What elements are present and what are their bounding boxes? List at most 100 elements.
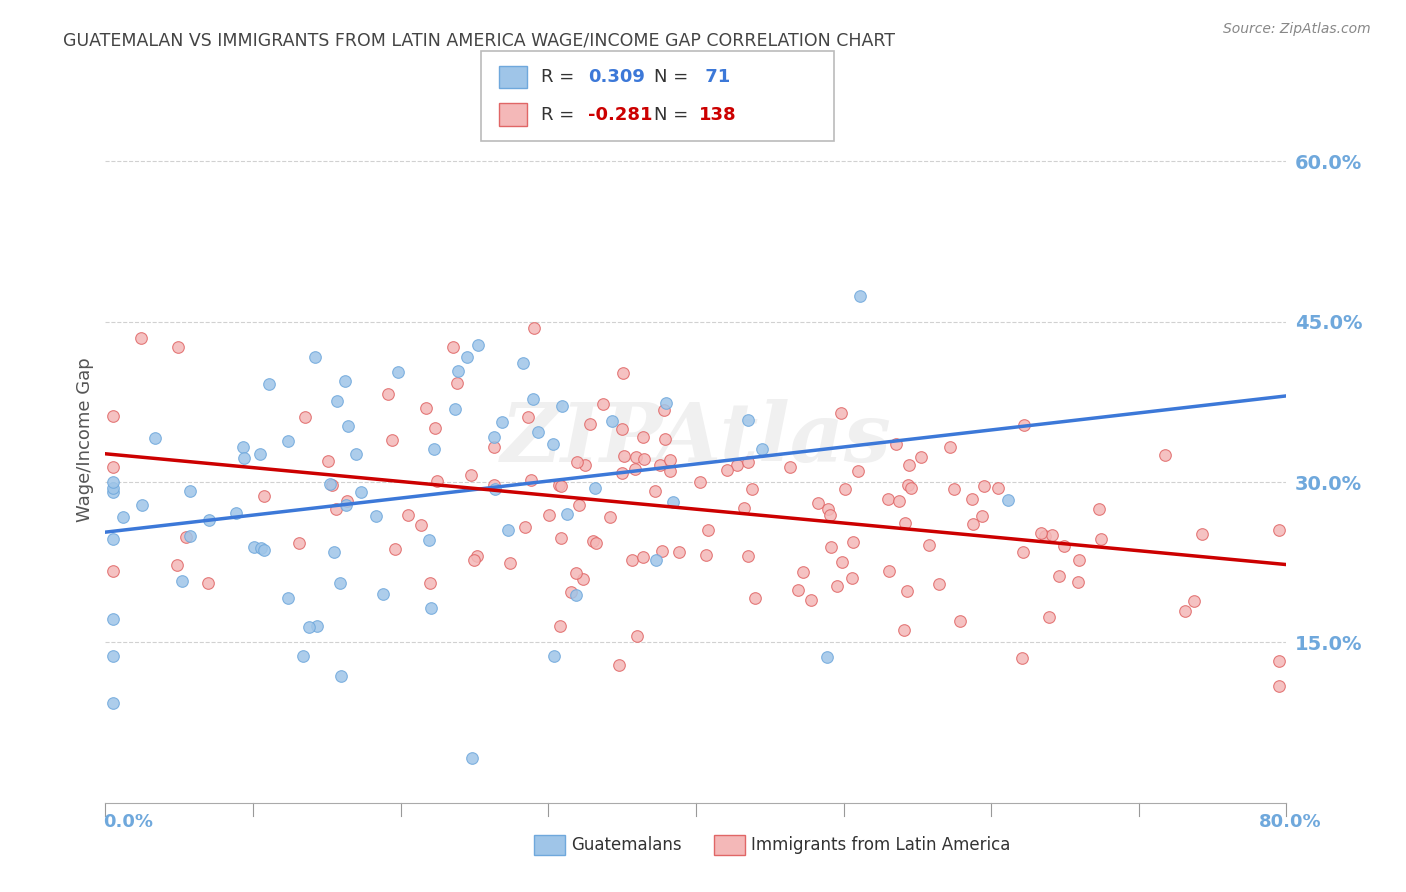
Point	[626, 629, 648, 643]
Point	[555, 507, 578, 521]
Point	[307, 619, 329, 633]
Point	[631, 549, 654, 564]
Point	[662, 494, 685, 508]
Point	[1038, 609, 1060, 624]
Point	[800, 593, 823, 607]
Point	[1011, 544, 1033, 558]
Point	[318, 454, 340, 468]
Point	[166, 558, 188, 573]
Point	[644, 484, 666, 499]
Point	[900, 482, 922, 496]
Point	[465, 549, 488, 563]
Point	[298, 619, 321, 633]
Point	[321, 478, 343, 492]
Point	[111, 510, 134, 524]
Point	[550, 531, 572, 545]
Point	[567, 455, 589, 469]
Point	[329, 575, 352, 590]
Point	[330, 669, 353, 683]
Point	[233, 451, 256, 466]
Point	[253, 543, 276, 558]
Point	[548, 619, 571, 633]
Point	[997, 493, 1019, 508]
Text: N =: N =	[654, 105, 693, 123]
Point	[884, 436, 907, 450]
Point	[418, 533, 440, 547]
Point	[1053, 540, 1076, 554]
Y-axis label: Wage/Income Gap: Wage/Income Gap	[76, 357, 94, 522]
Point	[842, 534, 865, 549]
Point	[741, 482, 763, 496]
Point	[613, 449, 636, 463]
Point	[143, 431, 166, 445]
Point	[426, 475, 449, 489]
Point	[893, 624, 915, 638]
Point	[792, 566, 814, 580]
Point	[131, 498, 153, 512]
Text: GUATEMALAN VS IMMIGRANTS FROM LATIN AMERICA WAGE/INCOME GAP CORRELATION CHART: GUATEMALAN VS IMMIGRANTS FROM LATIN AMER…	[63, 31, 896, 49]
Point	[1154, 448, 1177, 462]
Point	[250, 541, 273, 555]
Point	[444, 402, 467, 417]
Point	[441, 340, 464, 354]
Point	[101, 484, 124, 499]
Point	[689, 475, 711, 489]
Point	[600, 414, 623, 428]
Point	[658, 452, 681, 467]
Point	[415, 401, 437, 416]
Point	[277, 591, 299, 606]
Point	[626, 450, 648, 464]
Point	[987, 482, 1010, 496]
Point	[820, 540, 842, 554]
Point	[725, 458, 748, 473]
Point	[565, 589, 588, 603]
Point	[943, 483, 966, 497]
Point	[583, 481, 606, 495]
Point	[101, 532, 124, 546]
Point	[621, 552, 644, 566]
Point	[499, 556, 522, 570]
Point	[786, 583, 808, 598]
Point	[232, 440, 254, 454]
Point	[1191, 527, 1213, 541]
Point	[1087, 502, 1109, 516]
Point	[225, 506, 247, 520]
Point	[409, 518, 432, 533]
Point	[423, 442, 446, 456]
Point	[592, 397, 614, 411]
Point	[898, 458, 921, 473]
Point	[645, 553, 668, 567]
Point	[973, 479, 995, 493]
Point	[543, 648, 565, 663]
Point	[101, 460, 124, 475]
Point	[337, 419, 360, 434]
Point	[1090, 533, 1112, 547]
Point	[896, 583, 918, 598]
Point	[841, 571, 863, 585]
Point	[1047, 569, 1070, 583]
Point	[519, 473, 541, 487]
Point	[928, 576, 950, 591]
Point	[1042, 528, 1064, 542]
Point	[1268, 654, 1291, 668]
Point	[918, 538, 941, 552]
Point	[658, 464, 681, 478]
Point	[325, 501, 347, 516]
Point	[585, 536, 607, 550]
Point	[1067, 552, 1090, 566]
Text: 138: 138	[699, 105, 737, 123]
Point	[574, 458, 596, 472]
Point	[633, 430, 655, 444]
Point	[1182, 594, 1205, 608]
Point	[512, 356, 534, 370]
Point	[491, 416, 513, 430]
Point	[560, 585, 582, 599]
Point	[419, 575, 441, 590]
Point	[253, 490, 276, 504]
Point	[897, 477, 920, 491]
Point	[446, 376, 468, 391]
Point	[482, 429, 505, 443]
Point	[461, 750, 484, 764]
Point	[654, 396, 676, 410]
Point	[668, 545, 690, 559]
